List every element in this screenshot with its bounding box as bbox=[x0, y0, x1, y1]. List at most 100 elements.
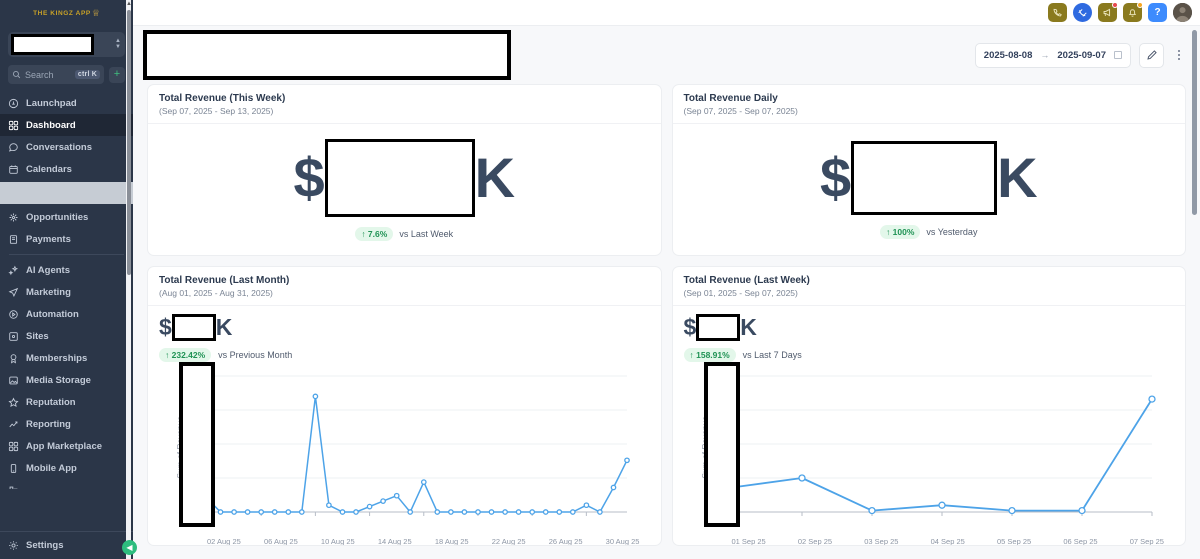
app-logo-text: THE KINGZ APP bbox=[33, 9, 91, 17]
window-icon bbox=[9, 331, 18, 341]
sidebar-item-ai-agents[interactable]: AI Agents bbox=[0, 259, 133, 281]
card-subtitle: (Sep 07, 2025 - Sep 13, 2025) bbox=[159, 106, 274, 116]
quick-add-button[interactable]: + bbox=[109, 66, 125, 83]
sidebar-item-label: Reputation bbox=[26, 396, 76, 408]
currency-symbol: $ bbox=[683, 314, 697, 340]
kpi-delta: ↑ 232.42% vs Previous Month bbox=[159, 348, 650, 362]
sidebar-item-label: Automation bbox=[26, 308, 79, 320]
megaphone-icon[interactable] bbox=[1098, 2, 1118, 22]
main-content: ? 2025-08-08 → 2025-09-07 bbox=[133, 0, 1200, 559]
sidebar-item-label: Reporting bbox=[26, 418, 71, 430]
x-tick: 18 Aug 25 bbox=[434, 537, 469, 546]
gear-icon bbox=[9, 541, 18, 550]
chevron-updown-icon[interactable]: ▲ ▼ bbox=[115, 38, 121, 50]
chevron-left-icon: ◀ bbox=[126, 542, 133, 552]
sidebar-item-label: Conversations bbox=[26, 141, 92, 153]
sidebar-item-truncated[interactable] bbox=[0, 479, 133, 489]
wifi-calling-icon[interactable] bbox=[1073, 3, 1092, 22]
kpi-number-redacted bbox=[324, 138, 475, 217]
sidebar-item-launchpad[interactable]: Launchpad bbox=[0, 92, 133, 114]
sidebar-item-calendars[interactable]: Calendars bbox=[0, 158, 133, 180]
play-circle-icon bbox=[9, 309, 18, 319]
card-total-revenue-daily: Total Revenue Daily (Sep 07, 2025 - Sep … bbox=[671, 84, 1186, 256]
line-chart-last-week[interactable]: Sum of Revenue 01 Sep 25 02 Sep 25 03 Se… bbox=[684, 362, 1175, 545]
sidebar-item-payments[interactable]: Payments bbox=[0, 228, 133, 250]
x-tick: 26 Aug 25 bbox=[548, 537, 583, 546]
sidebar-item-automation[interactable]: Automation bbox=[0, 303, 133, 325]
location-selector[interactable]: ▲ ▼ bbox=[8, 32, 125, 57]
star-icon bbox=[8, 396, 19, 407]
kpi-value: $ K bbox=[820, 140, 1038, 215]
x-tick: 07 Sep 25 bbox=[1129, 537, 1164, 546]
sidebar-nav: Launchpad Dashboard Conversations Calend… bbox=[0, 92, 133, 531]
x-axis-ticks: 01 Sep 25 02 Sep 25 03 Sep 25 04 Sep 25 … bbox=[684, 537, 1175, 546]
sidebar-item-media-storage[interactable]: Media Storage bbox=[0, 369, 133, 391]
date-range-start[interactable]: 2025-08-08 bbox=[983, 49, 1033, 61]
x-tick: 06 Sep 25 bbox=[1063, 537, 1098, 546]
status-badge: ↑ 232.42% bbox=[159, 348, 212, 362]
sidebar-item-opportunities[interactable]: Opportunities bbox=[0, 206, 133, 228]
phone-icon[interactable] bbox=[1048, 3, 1067, 22]
app-logo[interactable]: THE KINGZ APP ♕ bbox=[0, 0, 133, 26]
phone-icon bbox=[10, 463, 17, 473]
card-body: $ K ↑ 100% vs Yesterday bbox=[673, 124, 1186, 255]
edit-dashboard-button[interactable] bbox=[1139, 42, 1164, 68]
main-scrollbar[interactable] bbox=[1192, 26, 1198, 559]
unit-suffix: K bbox=[215, 314, 233, 340]
sidebar-scrollbar-thumb[interactable] bbox=[127, 10, 131, 275]
sidebar-item-memberships[interactable]: Memberships bbox=[0, 347, 133, 369]
dashboard-grid: Total Revenue (This Week) (Sep 07, 2025 … bbox=[133, 84, 1200, 546]
search-input[interactable]: Search ctrl K bbox=[8, 65, 104, 84]
main-scrollbar-thumb[interactable] bbox=[1192, 30, 1197, 215]
card-header: Total Revenue (This Week) (Sep 07, 2025 … bbox=[148, 85, 661, 124]
sidebar-item-sites[interactable]: Sites bbox=[0, 325, 133, 347]
sidebar-scrollbar[interactable]: ▲ bbox=[126, 0, 132, 559]
x-tick: 05 Sep 25 bbox=[997, 537, 1032, 546]
sidebar-item-settings[interactable]: Settings bbox=[0, 531, 133, 559]
sidebar-item-reporting[interactable]: Reporting bbox=[0, 413, 133, 435]
sidebar-item-label: Marketing bbox=[26, 286, 71, 298]
calendar-icon[interactable] bbox=[1114, 51, 1122, 59]
x-tick: 14 Aug 25 bbox=[377, 537, 412, 546]
help-icon[interactable]: ? bbox=[1148, 3, 1167, 22]
card-header: Total Revenue (Last Month) (Aug 01, 2025… bbox=[148, 267, 661, 306]
page-title-redacted bbox=[143, 30, 511, 80]
top-bar: ? bbox=[133, 0, 1200, 26]
date-range-end[interactable]: 2025-09-07 bbox=[1057, 49, 1106, 61]
send-icon bbox=[8, 287, 19, 297]
page-header: 2025-08-08 → 2025-09-07 bbox=[133, 26, 1200, 84]
kpi-delta: ↑ 7.6% vs Last Week bbox=[355, 226, 453, 241]
sidebar-item-dashboard[interactable]: Dashboard bbox=[0, 114, 133, 136]
bell-icon[interactable] bbox=[1123, 2, 1143, 22]
sidebar-item-label: App Marketplace bbox=[26, 440, 103, 452]
sidebar-item-conversations[interactable]: Conversations bbox=[0, 136, 133, 158]
x-tick: 03 Sep 25 bbox=[864, 537, 899, 546]
avatar[interactable] bbox=[1173, 3, 1192, 22]
partial-icon bbox=[9, 486, 18, 489]
card-total-revenue-last-week: Total Revenue (Last Week) (Sep 01, 2025 … bbox=[671, 266, 1186, 546]
y-axis-redacted bbox=[703, 362, 740, 527]
kpi-value: $ K bbox=[293, 138, 515, 217]
kpi-delta: ↑ 158.91% vs Last 7 Days bbox=[683, 348, 1175, 362]
sidebar-item-mobile-app[interactable]: Mobile App bbox=[0, 457, 133, 479]
sidebar-collapse-button[interactable]: ◀ bbox=[122, 540, 137, 555]
date-range-picker[interactable]: 2025-08-08 → 2025-09-07 bbox=[974, 42, 1131, 68]
sidebar-item-reputation[interactable]: Reputation bbox=[0, 391, 133, 413]
grid-icon bbox=[8, 120, 19, 130]
line-chart-last-month[interactable]: Sum of Revenue 02 Aug 25 06 Aug 25 10 Au… bbox=[159, 362, 650, 545]
pencil-icon bbox=[1146, 50, 1157, 60]
sidebar-item-label: Calendars bbox=[26, 163, 72, 175]
more-options-button[interactable] bbox=[1172, 43, 1186, 68]
x-tick: 02 Sep 25 bbox=[797, 537, 833, 546]
sidebar-item-label: Opportunities bbox=[26, 211, 89, 223]
sidebar-item-marketing[interactable]: Marketing bbox=[0, 281, 133, 303]
sidebar-item-app-marketplace[interactable]: App Marketplace bbox=[0, 435, 133, 457]
kpi-number-redacted bbox=[171, 314, 216, 341]
sidebar-item-blank-redacted[interactable] bbox=[0, 182, 133, 204]
scroll-up-arrow-icon[interactable]: ▲ bbox=[126, 1, 132, 7]
sidebar-item-label: Payments bbox=[26, 233, 71, 245]
sidebar-item-partial[interactable] bbox=[0, 479, 133, 489]
delta-label: vs Last 7 Days bbox=[742, 350, 802, 360]
chart-canvas bbox=[204, 375, 630, 516]
